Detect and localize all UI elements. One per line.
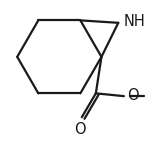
Text: NH: NH xyxy=(123,14,145,29)
Text: O: O xyxy=(127,88,138,103)
Text: O: O xyxy=(75,122,86,137)
